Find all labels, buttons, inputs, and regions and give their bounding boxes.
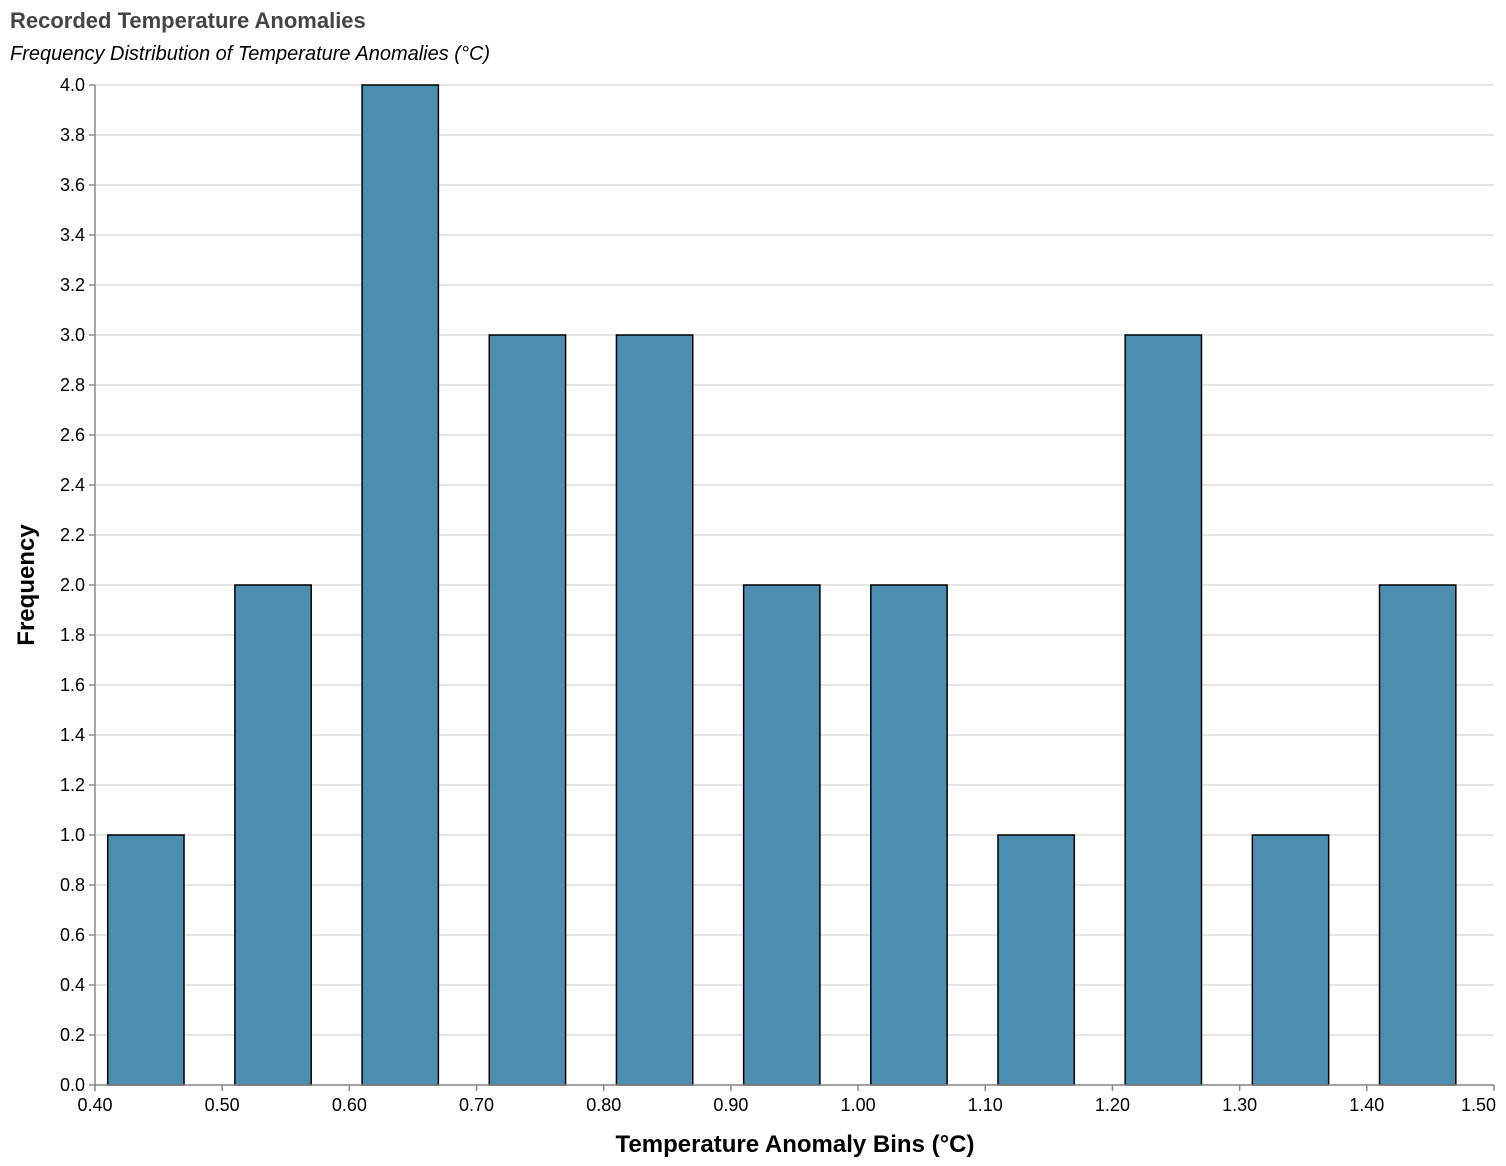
y-tick-label: 2.8: [60, 375, 85, 395]
y-tick-label: 2.6: [60, 425, 85, 445]
x-tick-label: 1.20: [1095, 1095, 1130, 1115]
x-tick-label: 0.40: [77, 1095, 112, 1115]
y-tick-label: 0.2: [60, 1025, 85, 1045]
x-tick-label: 1.30: [1222, 1095, 1257, 1115]
y-axis: 0.0 0.2 0.4 0.6 0.8 1.0 1.2 1.4 1.6 1.8 2.0 2.2 2.4 2…: [60, 75, 96, 1095]
chart-subtitle: Frequency Distribution of Temperature An…: [10, 43, 490, 65]
y-tick-label: 1.4: [60, 725, 85, 745]
y-tick-label: 3.4: [60, 225, 85, 245]
y-tick-label: 3.6: [60, 175, 85, 195]
bars: [106, 84, 1457, 1086]
gridlines: [95, 84, 1494, 1086]
x-tick-label: 0.50: [205, 1095, 240, 1115]
x-axis: 0.40 0.50 0.60 0.70 0.80 0.90 1.00 1.10 1.20 1.30…: [77, 1084, 1496, 1115]
histogram-bar: [361, 84, 440, 1086]
histogram-bar: [1378, 584, 1457, 1086]
y-tick-label: 3.8: [60, 125, 85, 145]
histogram-bar: [1124, 334, 1203, 1086]
y-tick-label: 0.8: [60, 875, 85, 895]
y-tick-label: 2.2: [60, 525, 85, 545]
histogram-bar: [106, 834, 185, 1086]
y-tick-label: 0.4: [60, 975, 85, 995]
y-tick-label: 0.6: [60, 925, 85, 945]
x-tick-label: 1.40: [1349, 1095, 1384, 1115]
y-tick-label: 0.0: [60, 1075, 85, 1095]
y-tick-label: 3.2: [60, 275, 85, 295]
y-tick-label: 1.8: [60, 625, 85, 645]
x-axis-title: Temperature Anomaly Bins (°C): [616, 1131, 975, 1158]
y-tick-label: 1.2: [60, 775, 85, 795]
y-axis-title: Frequency: [13, 524, 40, 646]
x-tick-label: 1.00: [841, 1095, 876, 1115]
chart-title: Recorded Temperature Anomalies: [10, 8, 366, 33]
y-tick-label: 2.0: [60, 575, 85, 595]
histogram-bar: [870, 584, 948, 1086]
x-tick-label: 1.50: [1461, 1095, 1496, 1115]
y-tick-label: 1.6: [60, 675, 85, 695]
x-tick-label: 0.70: [459, 1095, 494, 1115]
x-tick-label: 0.90: [713, 1095, 748, 1115]
y-tick-label: 4.0: [60, 75, 85, 95]
histogram-bar: [234, 584, 312, 1086]
x-tick-label: 0.80: [586, 1095, 621, 1115]
x-tick-label: 0.60: [332, 1095, 367, 1115]
x-tick-label: 1.10: [968, 1095, 1003, 1115]
histogram-bar: [615, 334, 694, 1086]
y-tick-label: 2.4: [60, 475, 85, 495]
histogram-bar: [997, 834, 1076, 1086]
histogram-bar: [488, 334, 567, 1086]
histogram-bar: [742, 584, 821, 1086]
y-tick-label: 1.0: [60, 825, 85, 845]
y-tick-label: 3.0: [60, 325, 85, 345]
histogram-bar: [1251, 834, 1330, 1086]
